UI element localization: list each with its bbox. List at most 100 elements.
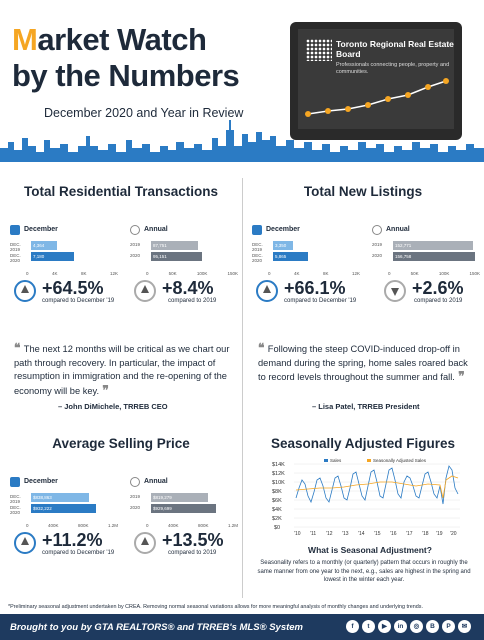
header: Market Watch by the Numbers December 2020… — [0, 0, 484, 162]
twitter-icon[interactable]: t — [362, 620, 375, 633]
trend-line-icon — [305, 78, 449, 117]
legend-sales: Sales — [330, 458, 342, 463]
x-ticks: '10 '11 '12 '13 '14 '15 '16 '17 '18 '19 '20 — [294, 531, 457, 537]
listings-annual-chart: Annual 2019 2020 152,771 156,758 0 50K 100… — [372, 225, 480, 278]
bar-dec-2020: $932,222 — [31, 504, 96, 513]
arrow-down-icon — [384, 280, 406, 302]
row-label: DEC. 2019 — [10, 494, 21, 504]
bar-2019: $819,279 — [151, 493, 208, 502]
bar-dec-2019: 3,350 — [273, 241, 293, 250]
chart-label: December — [24, 478, 58, 485]
svg-text:'15: '15 — [374, 531, 381, 537]
bar-dec-2019: 4,364 — [31, 241, 57, 250]
arrow-up-icon — [134, 280, 156, 302]
arrow-up-icon — [134, 532, 156, 554]
leaf-icon — [130, 477, 140, 487]
seasonal-title: Seasonally Adjusted Figures — [270, 436, 456, 451]
svg-text:'11: '11 — [310, 531, 316, 537]
pinterest-icon[interactable]: P — [442, 620, 455, 633]
listings-december-pct: +66.1% — [284, 278, 346, 298]
arrow-up-icon — [14, 532, 36, 554]
pct-caption: compared to December '19 — [42, 550, 115, 556]
youtube-icon[interactable]: ▶ — [378, 620, 391, 633]
chart-label: Annual — [144, 226, 168, 233]
row-label: 2019 — [372, 242, 383, 247]
price-annual-pct: +13.5% — [162, 530, 224, 550]
row-label: 2020 — [130, 505, 141, 510]
transactions-title: Total Residential Transactions — [23, 184, 219, 199]
svg-text:'13: '13 — [342, 531, 349, 537]
listings-december-chart: December DEC. 2019 DEC. 2020 3,350 5,865… — [252, 225, 360, 278]
svg-text:'12: '12 — [326, 531, 333, 537]
listings-title: Total New Listings — [303, 184, 423, 199]
svg-text:'10: '10 — [294, 531, 301, 537]
bar-dec-2020: 5,865 — [273, 252, 308, 261]
svg-text:'18: '18 — [422, 531, 429, 537]
bar-dec-2019: $838,863 — [31, 493, 89, 502]
svg-text:'14: '14 — [358, 531, 365, 537]
x-ticks: 0 50K 100K 150K — [146, 271, 238, 276]
calendar-icon — [252, 225, 262, 235]
row-label: DEC. 2020 — [10, 505, 21, 515]
row-label: DEC. 2020 — [252, 253, 263, 263]
monitor-graphic: Toronto Regional Real Estate Board Profe… — [290, 22, 462, 140]
chart-label: Annual — [386, 226, 410, 233]
page-title: Market Watch by the Numbers — [12, 22, 240, 93]
email-icon[interactable]: ✉ — [458, 620, 471, 633]
x-ticks: 0 400K 800K 1.2M — [26, 523, 118, 528]
row-label: DEC. 2019 — [10, 242, 21, 252]
column-divider — [242, 178, 243, 598]
ceo-quote-author: – John DiMichele, TRREB CEO — [58, 402, 168, 411]
transactions-annual-chart: Annual 2019 2020 87,751 95,151 0 50K 100K 1… — [130, 225, 238, 278]
price-december-chart: December DEC. 2019 DEC. 2020 $838,863 $9… — [10, 477, 118, 530]
footer: Brought to you by GTA REALTORS® and TRRE… — [0, 614, 484, 640]
svg-text:$8K: $8K — [272, 489, 282, 495]
arrow-up-icon — [14, 280, 36, 302]
svg-text:$4K: $4K — [272, 507, 282, 513]
row-label: 2020 — [130, 253, 141, 258]
bar-dec-2020: 7,180 — [31, 252, 74, 261]
leaf-icon — [372, 225, 382, 235]
listings-annual-pct: +2.6% — [412, 278, 464, 298]
svg-text:$12K: $12K — [272, 471, 285, 477]
bar-2019: 87,751 — [151, 241, 198, 250]
seasonal-chart: $14K $12K $10K $8K $6K $4K $2K $0 Sales … — [272, 458, 460, 537]
pct-caption: compared to December '19 — [42, 298, 115, 304]
x-ticks: 0 50K 100K 150K — [388, 271, 480, 276]
president-quote: ❝ Following the steep COVID-induced drop… — [258, 341, 468, 383]
price-title: Average Selling Price — [52, 436, 190, 451]
org-name: Toronto Regional Real Estate Board — [336, 39, 454, 59]
svg-text:$0: $0 — [274, 525, 280, 531]
bar-2020: $929,699 — [151, 504, 216, 513]
footnote: *Preliminary seasonal adjustment underta… — [8, 604, 423, 610]
seasonally-adjusted-line — [295, 475, 459, 499]
price-december-pct: +11.2% — [42, 530, 103, 550]
row-label: 2019 — [130, 494, 141, 499]
svg-text:$6K: $6K — [272, 498, 282, 504]
linkedin-icon[interactable]: in — [394, 620, 407, 633]
legend-seasonal: Seasonally Adjusted Sales — [373, 458, 427, 463]
x-ticks: 0 4K 8K 12K — [268, 271, 360, 276]
transactions-december-pct: +64.5% — [42, 278, 104, 298]
row-label: DEC. 2020 — [10, 253, 21, 263]
svg-text:'19: '19 — [436, 531, 443, 537]
sales-line — [295, 465, 459, 505]
svg-text:$14K: $14K — [272, 462, 285, 468]
seasonal-explanation: Seasonality refers to a monthly (or quar… — [257, 560, 471, 583]
instagram-icon[interactable]: ◎ — [410, 620, 423, 633]
pct-caption: compared to 2019 — [168, 298, 217, 304]
chart-label: December — [266, 226, 300, 233]
blog-icon[interactable]: B — [426, 620, 439, 633]
svg-text:'16: '16 — [390, 531, 397, 537]
pct-caption: compared to 2019 — [414, 298, 463, 304]
svg-text:'20: '20 — [450, 531, 457, 537]
transactions-december-chart: December DEC. 2019 DEC. 2020 4,364 7,180… — [10, 225, 118, 278]
facebook-icon[interactable]: f — [346, 620, 359, 633]
page-subtitle: December 2020 and Year in Review — [44, 106, 244, 120]
svg-text:'17: '17 — [406, 531, 413, 537]
chart-label: December — [24, 226, 58, 233]
bar-2019: 152,771 — [393, 241, 473, 250]
monitor-screen: Toronto Regional Real Estate Board Profe… — [298, 29, 454, 129]
ceo-quote: ❝ The next 12 months will be critical as… — [14, 341, 230, 397]
price-annual-chart: Annual 2019 2020 $819,279 $929,699 0 400K… — [130, 477, 238, 530]
